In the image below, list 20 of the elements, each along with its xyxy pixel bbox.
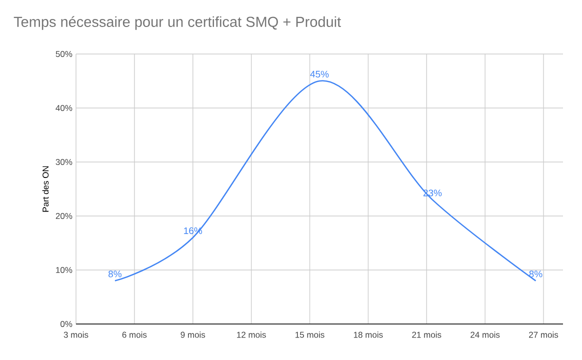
y-tick-label: 30% <box>56 159 72 166</box>
y-tick-label: 50% <box>56 51 72 58</box>
x-tick-label: 27 mois <box>529 332 558 338</box>
x-tick-label: 6 mois <box>122 332 147 338</box>
y-tick-label: 20% <box>56 213 72 220</box>
y-tick-label: 10% <box>56 267 72 274</box>
x-tick-label: 21 mois <box>412 332 442 338</box>
y-tick-label: 40% <box>56 105 72 112</box>
y-axis-title: Part des ON <box>42 166 49 212</box>
x-tick-label: 12 mois <box>237 332 266 338</box>
x-tick-label: 3 mois <box>64 332 88 338</box>
x-tick-label: 15 mois <box>296 332 324 338</box>
x-tick-label: 9 mois <box>180 332 206 338</box>
x-tick-label: 24 mois <box>470 332 500 338</box>
y-tick-label: 0% <box>60 321 72 328</box>
chart-title: Temps nécessaire pour un certificat SMQ + Produit <box>14 16 341 30</box>
x-tick-label: 18 mois <box>354 332 383 338</box>
data-label: 8% <box>108 270 122 278</box>
data-label: 45% <box>310 70 329 78</box>
data-label: 8% <box>529 270 542 278</box>
